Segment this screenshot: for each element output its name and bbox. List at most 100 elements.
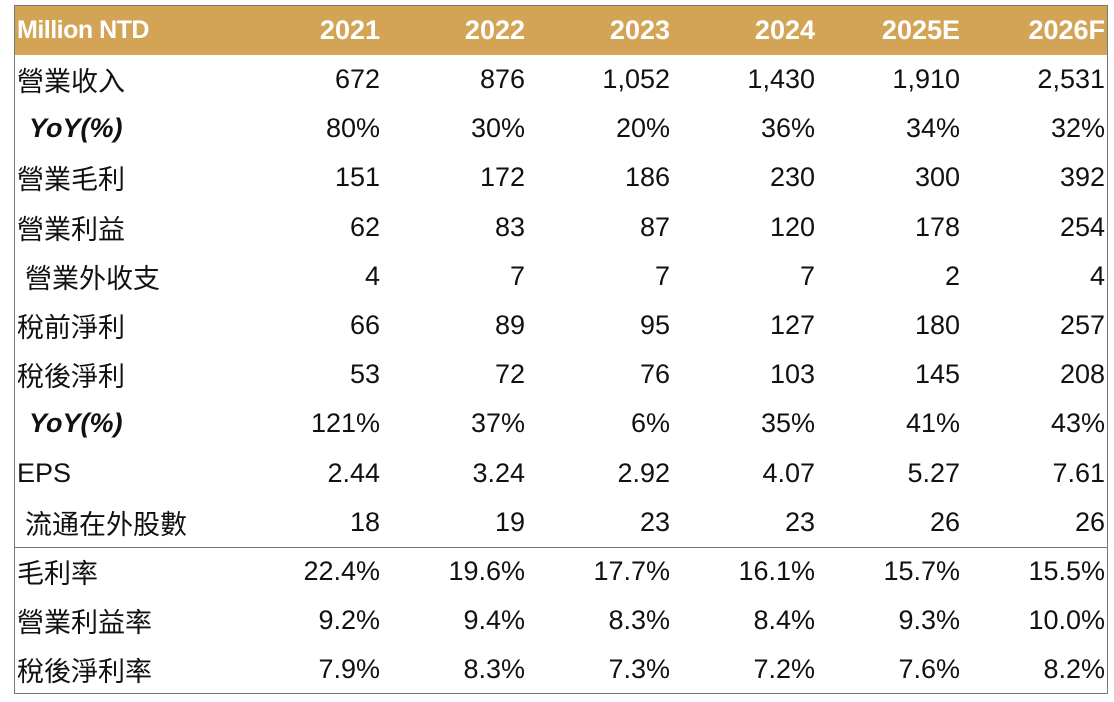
table-row: 營業收入 672 876 1,052 1,430 1,910 2,531: [15, 55, 1107, 104]
header-label: Million NTD: [17, 16, 149, 44]
row-label: EPS: [17, 457, 72, 488]
table-cell: 672: [334, 64, 380, 95]
table-cell: 87: [639, 211, 670, 242]
table-cell: 76: [639, 359, 670, 390]
table-cell: 300: [914, 162, 960, 193]
table-cell: 23: [639, 506, 670, 537]
row-values: 53 72 76 103 145 208: [235, 359, 1107, 390]
table-cell: 8.3%: [608, 605, 670, 636]
table-cell: 7: [654, 260, 670, 291]
table-cell: 89: [494, 310, 525, 341]
table-cell: 5.27: [907, 457, 960, 488]
table-cell: 4: [1089, 260, 1105, 291]
table-cell: 62: [349, 211, 380, 242]
table-cell: 151: [334, 162, 380, 193]
table-cell: 72: [494, 359, 525, 390]
table-cell: 19.6%: [448, 556, 525, 587]
row-values: 62 83 87 120 178 254: [235, 212, 1107, 243]
table-cell: 178: [914, 211, 960, 242]
row-label: 稅後淨利: [17, 362, 125, 393]
table-cell: 876: [479, 64, 525, 95]
table-cell: 4: [364, 260, 380, 291]
table-cell: 15.7%: [883, 556, 960, 587]
table-cell: 186: [624, 162, 670, 193]
table-cell: 41%: [905, 408, 960, 439]
row-values: 672 876 1,052 1,430 1,910 2,531: [235, 64, 1107, 95]
table-cell: 2.44: [327, 457, 380, 488]
header-year: 2025E: [881, 15, 960, 45]
table-cell: 34%: [905, 113, 960, 144]
table-cell: 7.2%: [753, 654, 815, 685]
table-cell: 2.92: [617, 457, 670, 488]
header-year: 2024: [754, 15, 815, 45]
table-cell: 20%: [615, 113, 670, 144]
table-cell: 43%: [1050, 408, 1105, 439]
table-cell: 26: [1074, 506, 1105, 537]
row-label: 稅後淨利率: [17, 657, 152, 688]
row-label: YoY(%): [29, 408, 123, 439]
table-cell: 19: [494, 506, 525, 537]
table-cell: 208: [1059, 359, 1105, 390]
table-cell: 120: [769, 211, 815, 242]
table-cell: 7: [509, 260, 525, 291]
table-cell: 145: [914, 359, 960, 390]
table-header-row: Million NTD 2021 2022 2023 2024 2025E 20…: [15, 6, 1107, 55]
table-cell: 95: [639, 310, 670, 341]
table-cell: 127: [769, 310, 815, 341]
table-row: 稅前淨利 66 89 95 127 180 257: [15, 301, 1107, 350]
header-year: 2021: [319, 15, 380, 45]
table-cell: 3.24: [472, 457, 525, 488]
table-cell: 83: [494, 211, 525, 242]
table-cell: 22.4%: [303, 556, 380, 587]
table-cell: 16.1%: [738, 556, 815, 587]
table-row: 營業毛利 151 172 186 230 300 392: [15, 153, 1107, 202]
header-year: 2023: [609, 15, 670, 45]
row-label: 稅前淨利: [17, 313, 125, 344]
table-row: 營業利益率 9.2% 9.4% 8.3% 8.4% 9.3% 10.0%: [15, 596, 1107, 645]
table-cell: 30%: [470, 113, 525, 144]
row-values: 121% 37% 6% 35% 41% 43%: [235, 408, 1107, 439]
table-cell: 121%: [310, 408, 380, 439]
table-cell: 172: [479, 162, 525, 193]
table-row: YoY(%) 121% 37% 6% 35% 41% 43%: [15, 399, 1107, 448]
row-label: 營業毛利: [17, 165, 125, 196]
financial-table: Million NTD 2021 2022 2023 2024 2025E 20…: [14, 5, 1108, 694]
row-values: 151 172 186 230 300 392: [235, 162, 1107, 193]
table-cell: 23: [784, 506, 815, 537]
row-values: 7.9% 8.3% 7.3% 7.2% 7.6% 8.2%: [235, 654, 1107, 685]
table-body: 營業收入 672 876 1,052 1,430 1,910 2,531 YoY(%) 80% 3…: [15, 55, 1107, 694]
table-row: 稅後淨利 53 72 76 103 145 208: [15, 350, 1107, 399]
row-values: 2.44 3.24 2.92 4.07 5.27 7.61: [235, 458, 1107, 489]
table-cell: 7.9%: [318, 654, 380, 685]
table-cell: 392: [1059, 162, 1105, 193]
table-cell: 17.7%: [593, 556, 670, 587]
table-row: 稅後淨利率 7.9% 8.3% 7.3% 7.2% 7.6% 8.2%: [15, 645, 1107, 694]
row-values: 9.2% 9.4% 8.3% 8.4% 9.3% 10.0%: [235, 605, 1107, 636]
row-label: 流通在外股數: [25, 509, 187, 540]
table-cell: 2: [944, 260, 960, 291]
table-cell: 1,430: [747, 64, 815, 95]
table-cell: 10.0%: [1028, 605, 1105, 636]
table-cell: 230: [769, 162, 815, 193]
header-year: 2022: [464, 15, 525, 45]
row-label: 營業利益率: [17, 608, 152, 639]
row-label: 營業外收支: [25, 263, 160, 294]
table-cell: 6%: [630, 408, 670, 439]
table-cell: 80%: [325, 113, 380, 144]
table-cell: 9.4%: [463, 605, 525, 636]
table-cell: 1,910: [892, 64, 960, 95]
table-row: 營業利益 62 83 87 120 178 254: [15, 203, 1107, 252]
table-cell: 1,052: [602, 64, 670, 95]
table-cell: 66: [349, 310, 380, 341]
row-label: 營業利益: [17, 214, 125, 245]
row-values: 18 19 23 23 26 26: [235, 507, 1107, 538]
table-cell: 35%: [760, 408, 815, 439]
table-cell: 2,531: [1037, 64, 1105, 95]
table-cell: 36%: [760, 113, 815, 144]
table-cell: 32%: [1050, 113, 1105, 144]
row-label: 營業收入: [17, 67, 125, 98]
table-cell: 26: [929, 506, 960, 537]
table-cell: 180: [914, 310, 960, 341]
row-label: 毛利率: [17, 559, 98, 590]
table-cell: 53: [349, 359, 380, 390]
